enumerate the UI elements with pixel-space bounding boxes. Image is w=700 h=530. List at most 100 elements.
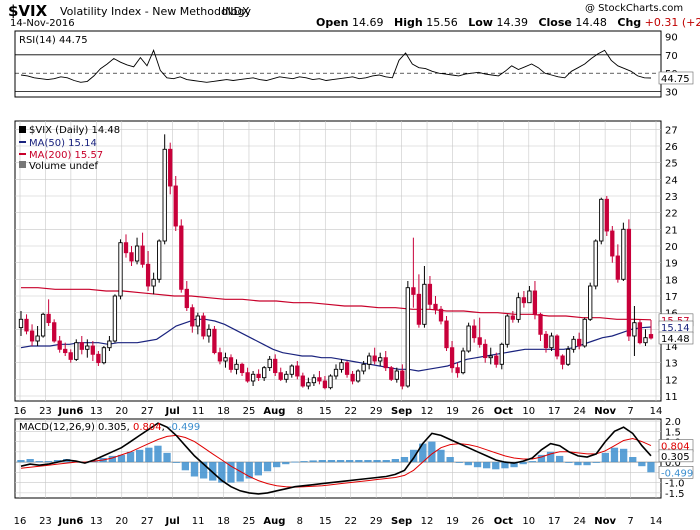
candle: [582, 317, 587, 348]
open-value: 14.69: [352, 16, 384, 29]
candle: [63, 342, 68, 356]
price-y-tick: 12: [665, 375, 678, 386]
candle: [427, 276, 433, 310]
price-x-label: Oct: [494, 406, 513, 417]
candle: [394, 367, 399, 383]
candle: [527, 286, 532, 304]
candle: [444, 316, 449, 351]
candle: [355, 369, 361, 383]
candle-body: [411, 287, 416, 295]
candle: [273, 354, 278, 376]
candle-body: [378, 357, 383, 362]
macd-histogram-bar: [181, 462, 189, 471]
macd-signal-last-tag-text: 0.804: [661, 442, 690, 453]
macd-histogram-bar: [136, 449, 144, 463]
candle: [168, 142, 173, 195]
macd-y-tick: 2.0: [665, 417, 681, 428]
candle-body: [604, 198, 609, 232]
price-x-label: 8: [297, 406, 303, 417]
candle: [129, 246, 134, 266]
candle-body: [46, 313, 51, 324]
candle: [245, 367, 250, 383]
candle: [289, 364, 294, 378]
macd-x-label: 17: [548, 516, 561, 527]
price-y-tick: 17: [665, 292, 678, 303]
candle: [228, 354, 234, 373]
price-y-tick: 18: [665, 275, 678, 286]
candle-body: [212, 328, 217, 354]
macd-hist-last-tag: -0.499: [658, 466, 694, 479]
candle-body: [405, 287, 410, 387]
candle: [637, 319, 643, 345]
price-x-label: Nov: [594, 406, 616, 417]
candle: [162, 134, 167, 245]
candle: [516, 292, 521, 323]
candle: [571, 336, 576, 353]
macd-histogram-bar: [638, 462, 646, 467]
macd-histogram-bar: [327, 460, 336, 463]
candle-body: [140, 245, 145, 265]
candle: [648, 320, 654, 340]
candle-body: [228, 357, 234, 370]
candle: [90, 341, 95, 361]
candle: [472, 319, 477, 343]
price-x-label: 11: [192, 406, 205, 417]
candle-legend-icon: [19, 126, 26, 133]
candle: [79, 336, 84, 355]
price-y-tick: 19: [665, 259, 678, 270]
macd-histogram-bar: [227, 462, 235, 483]
macd-histogram-bar: [510, 462, 518, 468]
candle: [40, 312, 46, 338]
candle: [455, 362, 460, 378]
candle-body: [455, 367, 460, 374]
macd-histogram-bar: [145, 447, 153, 463]
candle: [505, 314, 510, 348]
macd-x-label: 24: [573, 516, 586, 527]
candle: [378, 352, 383, 366]
macd-histogram-bar: [90, 461, 98, 463]
macd-histogram-bar: [291, 461, 299, 463]
candle: [317, 371, 322, 385]
macd-histogram-bar: [373, 460, 381, 463]
candle: [438, 306, 444, 325]
macd-histogram-bar: [455, 462, 463, 463]
price-y-tick: 24: [665, 175, 678, 186]
candle: [85, 339, 90, 358]
candle: [494, 352, 499, 368]
candle-body: [577, 338, 582, 347]
macd-histogram-bar: [574, 462, 582, 466]
macd-x-label: Jun6: [57, 516, 83, 527]
candle: [433, 296, 438, 315]
ma50-last-tag: 15.14: [658, 320, 694, 334]
candle-body: [24, 318, 29, 332]
macd-histogram-bar: [556, 455, 564, 463]
candle-body: [123, 242, 129, 254]
watermark: @ StockCharts.com: [585, 3, 684, 14]
candle: [35, 326, 40, 346]
candle-body: [427, 283, 433, 305]
candle: [549, 332, 554, 351]
macd-histogram-bar: [218, 462, 226, 483]
candle: [173, 176, 178, 231]
macd-histogram-bar: [592, 462, 600, 463]
candle: [234, 359, 239, 375]
candle: [68, 349, 73, 363]
price-x-label: 19: [446, 406, 459, 417]
macd-y-tick: -1.5: [665, 489, 685, 500]
candle-body: [438, 308, 444, 322]
candle-body: [35, 335, 40, 342]
price-x-label: 25: [243, 406, 256, 417]
candle-body: [256, 373, 261, 379]
candle: [383, 351, 388, 371]
candle-body: [190, 307, 195, 327]
high-value: 15.56: [426, 16, 458, 29]
candle: [466, 322, 471, 353]
macd-histogram-bar: [117, 454, 126, 463]
macd-histogram-bar: [318, 460, 326, 463]
candle-body: [306, 382, 311, 387]
macd-histogram-bar: [163, 452, 171, 463]
macd-y-tick: -1.0: [665, 479, 685, 490]
close-last-tag-text: 14.48: [661, 334, 690, 345]
price-x-label: Sep: [391, 406, 412, 417]
macd-histogram-bar: [428, 441, 436, 463]
